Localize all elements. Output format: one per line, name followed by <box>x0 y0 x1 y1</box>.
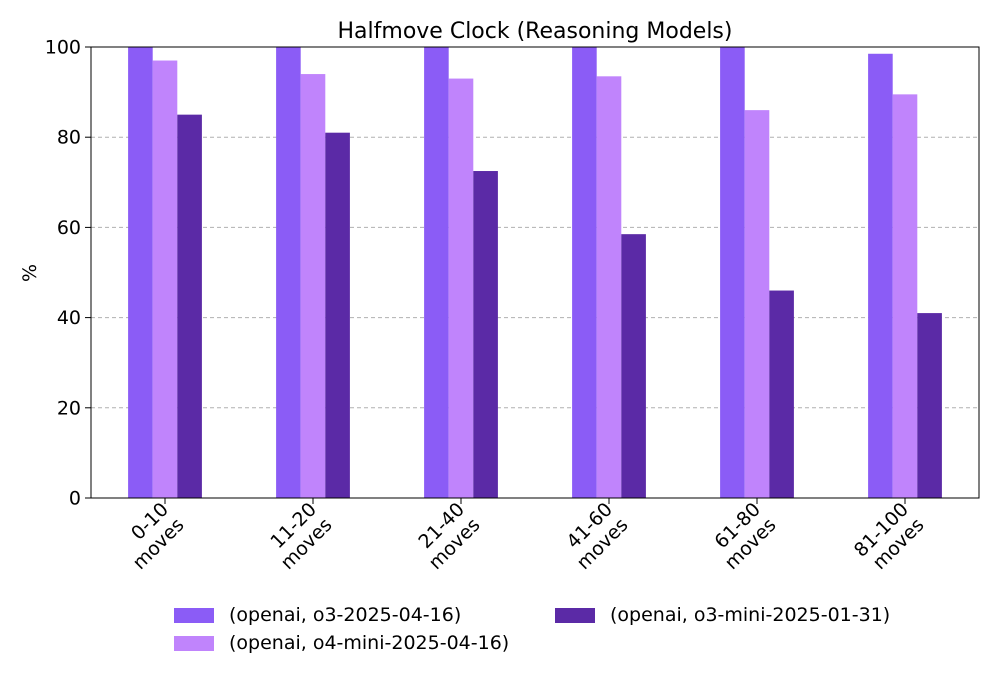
bar <box>128 47 153 498</box>
x-tick-label: 0-10moves <box>113 498 189 574</box>
bar <box>720 47 745 498</box>
svg-text:61-80moves: 61-80moves <box>705 498 781 574</box>
legend-item-o4-mini: (openai, o4-mini-2025-04-16) <box>174 632 509 654</box>
bar <box>152 60 178 498</box>
svg-text:81-100moves: 81-100moves <box>850 498 929 577</box>
legend-label: (openai, o3-2025-04-16) <box>229 604 462 626</box>
y-axis-ticks: 0 20 40 60 80 100 <box>45 37 91 510</box>
y-tick-label: 80 <box>57 127 81 149</box>
bar <box>325 132 350 498</box>
x-axis-ticks: 0-10moves 11-20moves 21-40moves 41-60moves 6… <box>113 498 929 577</box>
y-axis-label: % <box>19 264 41 282</box>
y-tick-label: 0 <box>69 488 81 510</box>
y-tick-label: 100 <box>45 37 81 59</box>
bar <box>892 94 918 498</box>
legend-label: (openai, o3-mini-2025-01-31) <box>610 604 891 626</box>
bar <box>448 78 474 498</box>
bar <box>769 290 794 498</box>
x-tick-label: 41-60moves <box>557 498 633 574</box>
bar <box>868 53 893 498</box>
x-tick-label: 61-80moves <box>705 498 781 574</box>
bar <box>596 76 622 498</box>
bar <box>572 47 597 498</box>
bar <box>276 47 301 498</box>
x-tick-label: 11-20moves <box>261 498 337 574</box>
y-tick-label: 20 <box>57 397 81 419</box>
y-tick-label: 40 <box>57 307 81 329</box>
bar <box>473 171 498 498</box>
legend: (openai, o3-2025-04-16) (openai, o4-mini… <box>160 598 960 668</box>
bar <box>621 234 646 499</box>
legend-item-o3-mini: (openai, o3-mini-2025-01-31) <box>555 604 890 626</box>
bar <box>300 74 326 498</box>
chart-title: Halfmove Clock (Reasoning Models) <box>338 19 733 44</box>
x-tick-label: 21-40moves <box>409 498 485 574</box>
legend-label: (openai, o4-mini-2025-04-16) <box>229 632 510 654</box>
y-tick-label: 60 <box>57 217 81 239</box>
bar <box>744 110 770 498</box>
bar <box>424 47 449 498</box>
bars <box>128 47 942 499</box>
plot-frame <box>90 46 980 499</box>
legend-swatch <box>555 607 595 623</box>
svg-text:21-40moves: 21-40moves <box>409 498 485 574</box>
svg-text:0-10moves: 0-10moves <box>113 498 189 574</box>
svg-text:11-20moves: 11-20moves <box>261 498 337 574</box>
bar <box>917 313 942 498</box>
legend-swatch <box>174 635 214 651</box>
y-gridlines <box>91 136 979 409</box>
legend-item-o3: (openai, o3-2025-04-16) <box>174 604 461 626</box>
x-tick-label: 81-100moves <box>850 498 929 577</box>
bar <box>177 114 202 499</box>
legend-swatch <box>174 607 214 623</box>
svg-text:41-60moves: 41-60moves <box>557 498 633 574</box>
